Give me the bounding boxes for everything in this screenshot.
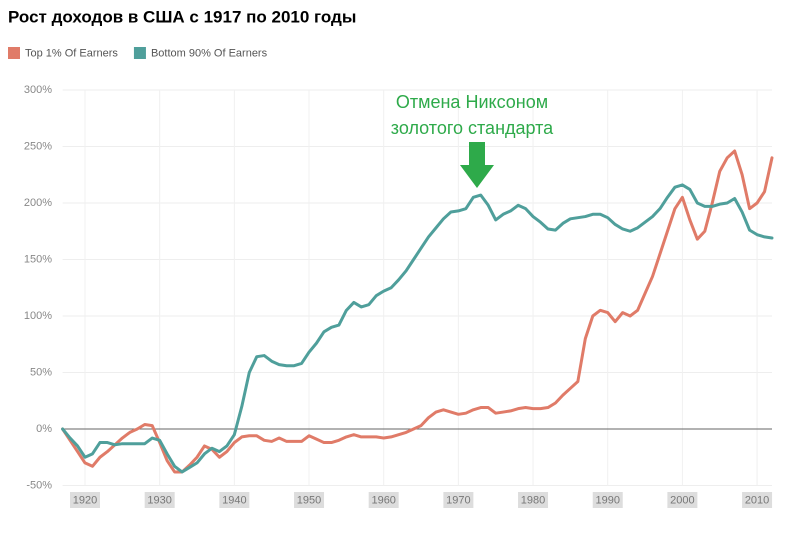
x-tick-label: 2010 <box>745 494 769 506</box>
y-tick-label: 100% <box>24 310 52 322</box>
x-tick-bg <box>518 492 549 508</box>
x-tick-label: 1950 <box>297 494 321 506</box>
x-tick-bg <box>70 492 101 508</box>
x-tick-label: 2000 <box>670 494 694 506</box>
series-line <box>61 183 774 474</box>
x-tick-bg <box>294 492 325 508</box>
chart-title: Рост доходов в США с 1917 по 2010 годы <box>8 7 356 26</box>
x-tick-bg <box>742 492 773 508</box>
legend-swatch <box>8 47 20 59</box>
legend-label: Top 1% Of Earners <box>25 47 118 59</box>
x-tick-bg <box>592 492 623 508</box>
legend-swatch <box>133 47 146 59</box>
annotation: Отмена Никсоном золотого стандарта <box>391 92 554 188</box>
annotation-arrow <box>460 142 494 188</box>
y-tick-label: 0% <box>36 423 52 435</box>
grid <box>62 89 772 486</box>
y-tick-label: 250% <box>24 140 52 152</box>
y-tick-label: 50% <box>30 366 52 378</box>
x-tick-bg <box>368 492 399 508</box>
legend-label: Bottom 90% Of Earners <box>151 47 268 59</box>
annotation-text: золотого стандарта <box>391 118 554 138</box>
x-tick-label: 1960 <box>371 494 395 506</box>
y-tick-label: 150% <box>24 253 52 265</box>
annotation-text: Отмена Никсоном <box>396 92 548 112</box>
y-tick-label: 200% <box>24 197 52 209</box>
x-tick-bg <box>443 492 474 508</box>
x-tick-label: 1980 <box>521 494 545 506</box>
x-tick-label: 1920 <box>73 494 97 506</box>
x-tick-bg <box>667 492 698 508</box>
y-tick-label: 300% <box>24 84 52 96</box>
x-tick-label: 1970 <box>446 494 470 506</box>
y-tick-label: -50% <box>26 479 52 491</box>
x-tick-bg <box>219 492 250 508</box>
x-tick-label: 1940 <box>222 494 246 506</box>
x-tick-label: 1990 <box>595 494 619 506</box>
x-tick-bg <box>144 492 175 508</box>
x-tick-label: 1930 <box>147 494 171 506</box>
